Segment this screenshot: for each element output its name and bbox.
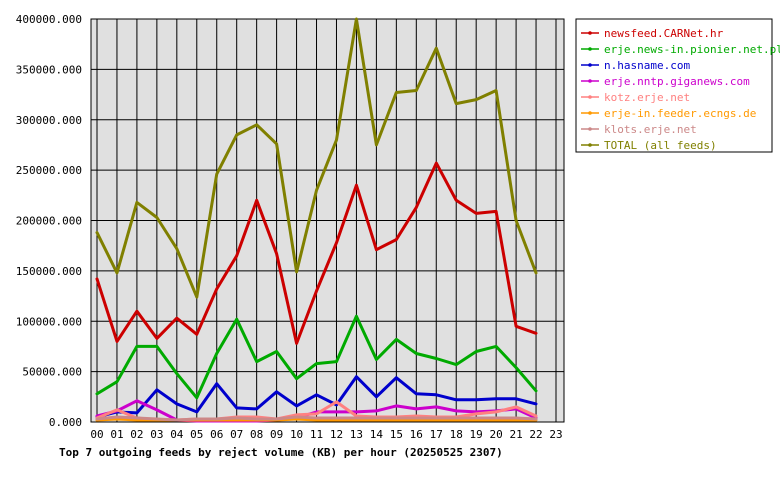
x-tick-label: 23 (549, 428, 562, 441)
x-tick-label: 11 (310, 428, 323, 441)
series-line (95, 314, 538, 400)
y-tick-label: 0.000 (49, 416, 82, 429)
x-tick-label: 05 (190, 428, 203, 441)
y-axis-ticks: 0.000 50000.000 100000.000 150000.000 200000… (16, 13, 82, 429)
legend-marker (588, 47, 592, 51)
series-line (95, 375, 538, 419)
y-tick-label: 400000.000 (16, 13, 82, 26)
legend-marker (588, 111, 592, 115)
x-axis-ticks: 00 01 02 03 04 05 06 07 08 09 10 11 12 13 14 15 16 17 18 19… (90, 428, 562, 441)
legend-label: erje.nntp.giganews.com (604, 75, 750, 88)
legend-label: erje-in.feeder.ecngs.de (604, 107, 756, 120)
y-tick-label: 50000.000 (22, 366, 82, 379)
legend-label: erje.news-in.pionier.net.pl (604, 43, 780, 56)
legend-marker (588, 127, 592, 131)
series-line (95, 161, 538, 345)
y-tick-label: 100000.000 (16, 315, 82, 328)
legend-label: n.hasname.com (604, 59, 690, 72)
legend-label: TOTAL (all feeds) (604, 139, 717, 152)
series-line (95, 17, 538, 299)
x-tick-label: 02 (130, 428, 143, 441)
legend-marker (588, 79, 592, 83)
series-line (95, 415, 538, 422)
x-tick-label: 01 (110, 428, 123, 441)
x-tick-label: 14 (370, 428, 384, 441)
legend-label: klots.erje.net (604, 123, 697, 136)
x-tick-label: 07 (230, 428, 243, 441)
x-tick-label: 17 (430, 428, 443, 441)
chart-title: Top 7 outgoing feeds by reject volume (K… (59, 446, 503, 459)
x-tick-label: 18 (450, 428, 463, 441)
x-tick-label: 10 (290, 428, 303, 441)
legend-label: kotz.erje.net (604, 91, 690, 104)
x-tick-label: 20 (490, 428, 503, 441)
legend-label: newsfeed.CARNet.hr (604, 27, 724, 40)
x-tick-label: 13 (350, 428, 363, 441)
legend-box (575, 18, 773, 153)
legend-marker (588, 95, 592, 99)
x-tick-label: 22 (529, 428, 542, 441)
x-tick-label: 19 (470, 428, 483, 441)
x-tick-label: 03 (150, 428, 163, 441)
x-tick-label: 15 (390, 428, 403, 441)
x-tick-label: 04 (170, 428, 184, 441)
y-tick-label: 300000.000 (16, 114, 82, 127)
x-tick-label: 00 (90, 428, 103, 441)
y-tick-label: 250000.000 (16, 164, 82, 177)
x-tick-label: 21 (509, 428, 522, 441)
y-tick-label: 150000.000 (16, 265, 82, 278)
legend: newsfeed.CARNet.hr erje.news-in.pionier.n… (581, 27, 780, 152)
legend-marker (588, 143, 592, 147)
x-tick-label: 06 (210, 428, 223, 441)
x-tick-label: 08 (250, 428, 263, 441)
series-line (95, 399, 538, 423)
y-tick-label: 200000.000 (16, 215, 82, 228)
x-tick-label: 12 (330, 428, 343, 441)
legend-marker (588, 63, 592, 67)
x-tick-label: 16 (410, 428, 423, 441)
x-tick-label: 09 (270, 428, 283, 441)
legend-marker (588, 31, 592, 35)
y-tick-label: 350000.000 (16, 63, 82, 76)
series-lines (95, 17, 538, 423)
